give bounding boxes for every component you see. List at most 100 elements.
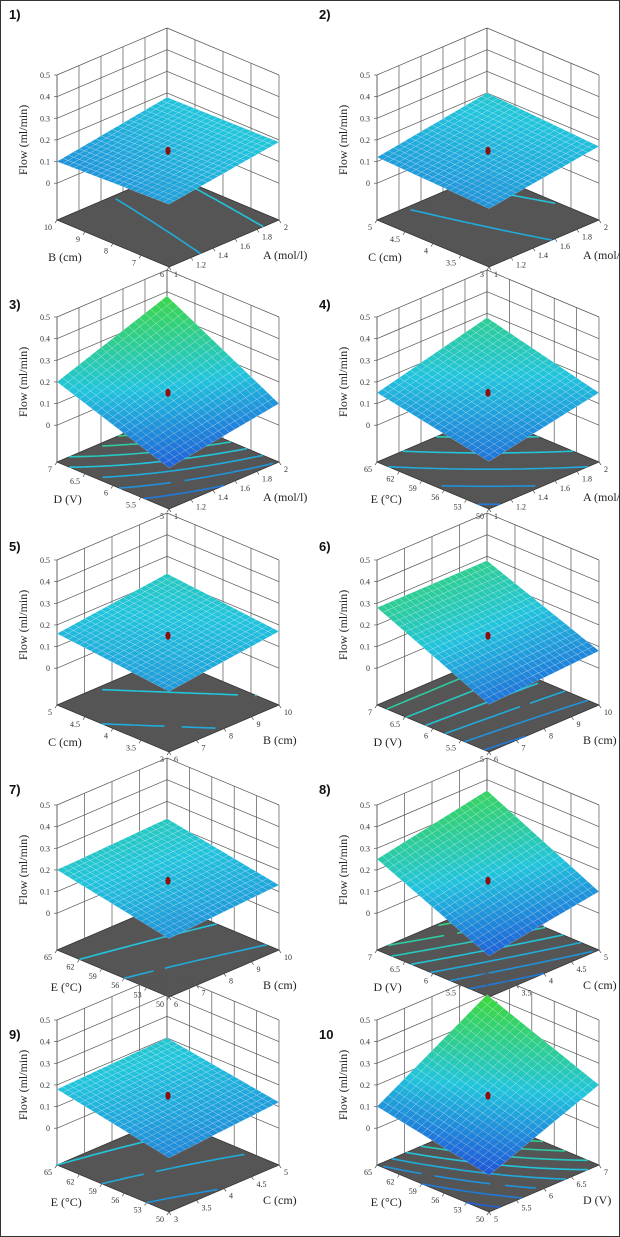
z-tick-label: 0.4	[40, 93, 50, 102]
x1-axis-title: A (mol/l)	[263, 248, 307, 262]
x1-tick-label: 7	[202, 743, 206, 752]
x1-tick	[190, 257, 194, 261]
surface-cell	[100, 369, 113, 380]
surface-cell	[459, 117, 472, 124]
design-point	[485, 631, 491, 640]
surface-cell	[67, 157, 80, 163]
surface-cell	[122, 325, 135, 336]
x1-tick	[598, 949, 602, 954]
z-axis-title: Flow (ml/min)	[16, 1050, 30, 1120]
x1-tick	[543, 1188, 547, 1192]
contour-line	[119, 462, 274, 489]
surface-cell	[376, 153, 389, 161]
surface-cell	[438, 182, 451, 189]
x2-tick-label: 59	[89, 972, 97, 981]
z-tick-label: 0.2	[360, 866, 370, 875]
x1-tick	[190, 499, 194, 503]
x1-tick	[168, 508, 172, 513]
x2-tick-label: 3.5	[126, 743, 136, 752]
x2-axis-title: E (°C)	[51, 980, 82, 994]
surface-cell	[449, 181, 462, 188]
x1-tick-label: 1.4	[218, 493, 228, 502]
surface-cell	[112, 378, 125, 389]
surface-cell	[95, 140, 108, 147]
z-tick-label: 0.1	[360, 158, 370, 167]
panel-label: 1)	[9, 7, 21, 22]
x2-tick-label: 4	[424, 247, 428, 256]
x1-tick-label: 1	[174, 270, 178, 279]
surface-cell	[111, 142, 124, 148]
wall-gridline	[56, 70, 168, 119]
x1-tick-label: 1.2	[196, 503, 206, 512]
x2-tick-label: 50	[476, 1215, 484, 1224]
surface-cell	[464, 114, 477, 121]
design-point	[165, 876, 171, 885]
panel-label: 2)	[319, 7, 331, 22]
surface-cell	[453, 120, 466, 127]
surface-cell	[437, 159, 450, 166]
surface-cell	[488, 188, 501, 195]
surface-cell	[62, 381, 75, 391]
x1-tick-label: 6	[549, 1192, 553, 1201]
x1-tick	[251, 1176, 254, 1180]
x1-axis-title: C (cm)	[263, 1193, 297, 1207]
surface-cell	[106, 177, 120, 184]
z-tick-label: 0.5	[360, 71, 370, 80]
x2-tick	[166, 1211, 170, 1216]
surface-cell	[95, 407, 108, 417]
x1-tick-label: 1.8	[582, 232, 592, 241]
z-tick-label: 0.1	[40, 643, 50, 652]
surface-cell	[112, 174, 125, 180]
surface-cell	[117, 171, 131, 177]
surface-cell	[172, 361, 185, 372]
surface-cell	[140, 190, 153, 196]
surface-cell	[123, 388, 136, 398]
x1-tick	[168, 266, 172, 271]
x2-tick	[458, 255, 462, 259]
x1-tick-label: 4.5	[577, 965, 587, 974]
x2-tick-label: 7	[132, 258, 136, 267]
z-axis-title: Flow (ml/min)	[16, 105, 30, 175]
surface-cell	[256, 387, 269, 397]
surface-cell	[117, 155, 130, 161]
x1-tick-label: 2	[284, 223, 288, 232]
surface-cell	[492, 144, 506, 152]
x1-tick-label: 1.4	[538, 493, 548, 502]
x1-tick-label: 5	[494, 1215, 498, 1224]
x2-tick	[144, 1202, 147, 1206]
surface-cell	[493, 156, 506, 163]
z-tick-label: 0.4	[40, 335, 50, 344]
x2-tick	[82, 473, 86, 477]
x2-axis-title: B (cm)	[48, 250, 82, 264]
x1-tick-label: 1.6	[240, 242, 250, 251]
surface-cell	[101, 175, 114, 182]
design-point	[485, 876, 491, 885]
surface-cell	[261, 137, 274, 144]
x1-tick-label: 4	[229, 1192, 233, 1201]
z-tick-label: 0.3	[360, 844, 370, 853]
surface-cell	[492, 138, 506, 146]
x1-tick	[543, 973, 547, 977]
x1-tick	[168, 996, 172, 1001]
surface-cell	[67, 377, 80, 387]
z-tick-label: 0.4	[360, 1038, 370, 1047]
x2-tick-label: 5	[368, 223, 372, 232]
x1-tick-label: 4.5	[257, 1180, 267, 1189]
wall-gridline	[376, 49, 488, 97]
surface-cell	[67, 162, 80, 169]
x2-tick-label: 5.5	[446, 743, 456, 752]
surface-cell	[206, 383, 219, 393]
z-tick-label: 0.1	[40, 400, 50, 409]
surface-cell	[173, 396, 186, 406]
x2-tick-label: 50	[156, 1215, 164, 1224]
x1-tick-label: 8	[229, 732, 233, 741]
surface-cell	[471, 191, 484, 198]
contour-line	[143, 484, 225, 500]
surface-cell	[112, 387, 125, 397]
panel-label: 6)	[319, 539, 331, 554]
surface-plot-2: 11.21.41.61.8233.544.5500.10.20.30.40.5A…	[319, 7, 619, 279]
surface-cell	[194, 327, 207, 338]
surface-cell	[145, 165, 158, 172]
surface-cell	[448, 123, 461, 130]
